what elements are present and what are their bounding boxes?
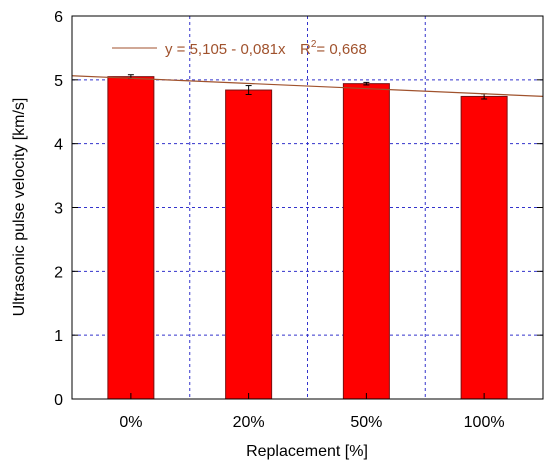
trend-legend-equation: y = 5,105 - 0,081x xyxy=(165,41,286,58)
trend-legend: y = 5,105 - 0,081x R2= 0,668 xyxy=(112,39,367,58)
error-bar xyxy=(245,85,252,96)
y-axis-title: Ultrasonic pulse velocity [km/s] xyxy=(11,98,28,317)
x-tick-label: 20% xyxy=(233,414,265,431)
y-tick-label: 6 xyxy=(54,9,63,26)
y-axis-ticks: 0 1 2 3 4 5 6 xyxy=(54,9,543,409)
x-axis-title: Replacement [%] xyxy=(246,443,368,460)
r2-value: = 0,668 xyxy=(316,41,366,58)
x-tick-label: 100% xyxy=(464,414,505,431)
x-tick-label: 0% xyxy=(119,414,142,431)
bar-100pct xyxy=(460,95,508,400)
y-tick-label: 0 xyxy=(54,392,63,409)
r2-exponent: 2 xyxy=(311,39,317,50)
bar-50pct xyxy=(342,83,390,400)
x-axis-ticks: 0% 20% 50% 100% xyxy=(119,393,505,431)
y-tick-label: 4 xyxy=(54,137,63,154)
y-tick-label: 5 xyxy=(54,73,63,90)
bars xyxy=(107,76,508,400)
y-tick-label: 2 xyxy=(54,264,63,281)
trend-legend-r2: R2= 0,668 xyxy=(300,39,367,58)
trendline xyxy=(71,75,544,97)
y-tick-label: 3 xyxy=(54,201,63,218)
x-tick-label: 50% xyxy=(350,414,382,431)
y-tick-label: 1 xyxy=(54,328,63,345)
r2-prefix: R xyxy=(300,41,311,58)
error-bar xyxy=(363,81,370,86)
bar-0pct xyxy=(107,76,155,400)
bar-20pct xyxy=(225,89,273,400)
trendline-path xyxy=(71,75,544,97)
